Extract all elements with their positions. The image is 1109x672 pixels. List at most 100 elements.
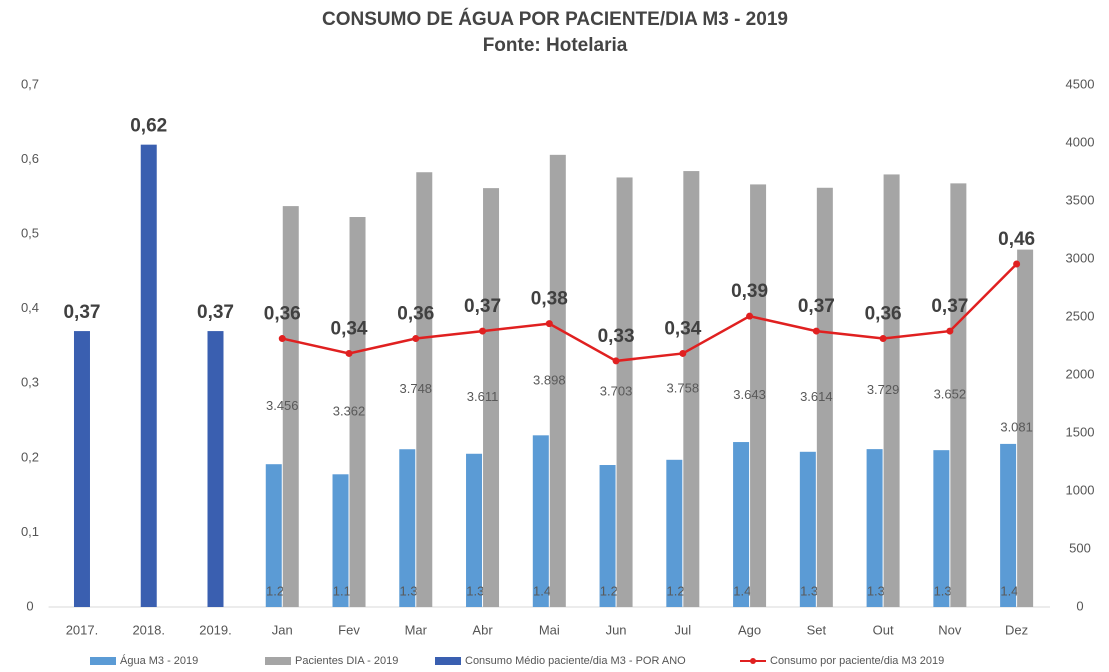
bar: [282, 206, 299, 607]
line-series: [281, 263, 1018, 363]
chart-subtitle: Fonte: Hotelaria: [483, 35, 628, 56]
x-tick-label: Set: [807, 622, 827, 637]
data-label: 0,34: [331, 318, 368, 339]
data-label: 0,37: [798, 296, 835, 317]
data-label: 3.758: [667, 380, 700, 395]
bar: [549, 154, 566, 607]
bar: [466, 453, 483, 607]
data-label: 0,37: [197, 302, 234, 323]
legend-label: Consumo por paciente/dia M3 2019: [770, 655, 944, 667]
line-point: [612, 357, 620, 365]
data-label: 3.652: [934, 387, 967, 402]
data-label: 3.643: [733, 387, 766, 402]
data-label: 3.611: [467, 389, 499, 404]
x-tick-label: Mar: [405, 622, 428, 637]
bar: [532, 435, 549, 607]
bar: [349, 217, 366, 607]
bar: [73, 331, 90, 607]
bar: [733, 442, 750, 607]
y2-tick-label: 2500: [1066, 308, 1095, 323]
bar: [1017, 249, 1034, 607]
x-tick-label: Jul: [675, 622, 692, 637]
line-point: [746, 312, 754, 320]
data-label: 3.081: [1000, 420, 1033, 435]
x-tick-label: Out: [873, 622, 894, 637]
line-point: [679, 349, 687, 357]
legend-swatch: [750, 658, 756, 664]
line-point: [412, 335, 420, 343]
y-tick-label: 0,6: [21, 151, 39, 166]
y2-tick-label: 2000: [1066, 366, 1095, 381]
y2-tick-label: 1500: [1066, 424, 1095, 439]
legend-label: Água M3 - 2019: [120, 654, 198, 667]
line-point: [345, 349, 353, 357]
bar: [399, 449, 416, 607]
data-label: 0,38: [531, 289, 568, 310]
line-point: [278, 335, 286, 343]
x-tick-label: Mai: [539, 622, 560, 637]
legend-label: Consumo Médio paciente/dia M3 - POR ANO: [465, 655, 686, 667]
y-tick-label: 0,7: [21, 76, 39, 91]
bar: [799, 451, 816, 607]
data-label: 3.898: [533, 372, 566, 387]
data-label: 0,62: [130, 116, 167, 137]
line-point: [879, 335, 887, 343]
y2-tick-label: 3000: [1066, 250, 1095, 265]
data-label: 0,36: [865, 304, 902, 325]
data-label: 0,37: [931, 296, 968, 317]
y2-tick-label: 4500: [1066, 76, 1095, 91]
data-label: 3.729: [867, 382, 900, 397]
data-label: 3.362: [333, 403, 366, 418]
x-tick-label: 2018.: [132, 622, 165, 637]
y-tick-label: 0,5: [21, 226, 39, 241]
data-label: 0,36: [397, 304, 434, 325]
y2-tick-label: 0: [1076, 598, 1083, 613]
bar: [816, 187, 833, 607]
y-tick-label: 0,4: [21, 300, 39, 315]
data-label: 3.703: [600, 384, 633, 399]
x-tick-label: Abr: [472, 622, 493, 637]
bar: [1000, 443, 1017, 607]
bar: [140, 144, 157, 607]
bar: [416, 172, 433, 607]
data-label: 0,33: [598, 326, 635, 347]
bar: [616, 177, 633, 607]
data-label: 0,37: [464, 296, 501, 317]
x-tick-label: Dez: [1005, 622, 1028, 637]
y2-tick-label: 4000: [1066, 134, 1095, 149]
line-point: [812, 327, 820, 335]
y2-tick-label: 500: [1069, 540, 1091, 555]
bar: [933, 450, 950, 607]
bar: [666, 459, 683, 607]
data-label: 3.748: [400, 381, 433, 396]
bar: [950, 183, 967, 608]
data-label: 0,46: [998, 229, 1035, 250]
x-tick-label: 2017.: [66, 622, 99, 637]
bar: [750, 184, 767, 608]
bar: [683, 171, 700, 607]
x-tick-label: Nov: [938, 622, 962, 637]
y-tick-label: 0,3: [21, 375, 39, 390]
bar: [883, 174, 900, 607]
bar: [866, 449, 883, 607]
y2-tick-label: 3500: [1066, 192, 1095, 207]
bar: [332, 474, 349, 607]
legend-swatch: [435, 657, 461, 665]
data-label: 0,37: [63, 302, 100, 323]
bar: [265, 464, 282, 607]
y-tick-label: 0: [26, 598, 33, 613]
x-tick-label: Jan: [272, 622, 293, 637]
x-tick-label: Ago: [738, 622, 761, 637]
x-tick-label: Jun: [606, 622, 627, 637]
legend-label: Pacientes DIA - 2019: [295, 655, 398, 667]
line-point: [946, 327, 954, 335]
line-point: [545, 320, 553, 328]
data-label: 3.614: [800, 389, 833, 404]
legend-swatch: [90, 657, 116, 665]
y2-tick-label: 1000: [1066, 482, 1095, 497]
y-tick-label: 0,1: [21, 524, 39, 539]
bar: [599, 465, 616, 607]
x-tick-label: 2019.: [199, 622, 232, 637]
bar: [207, 331, 224, 607]
